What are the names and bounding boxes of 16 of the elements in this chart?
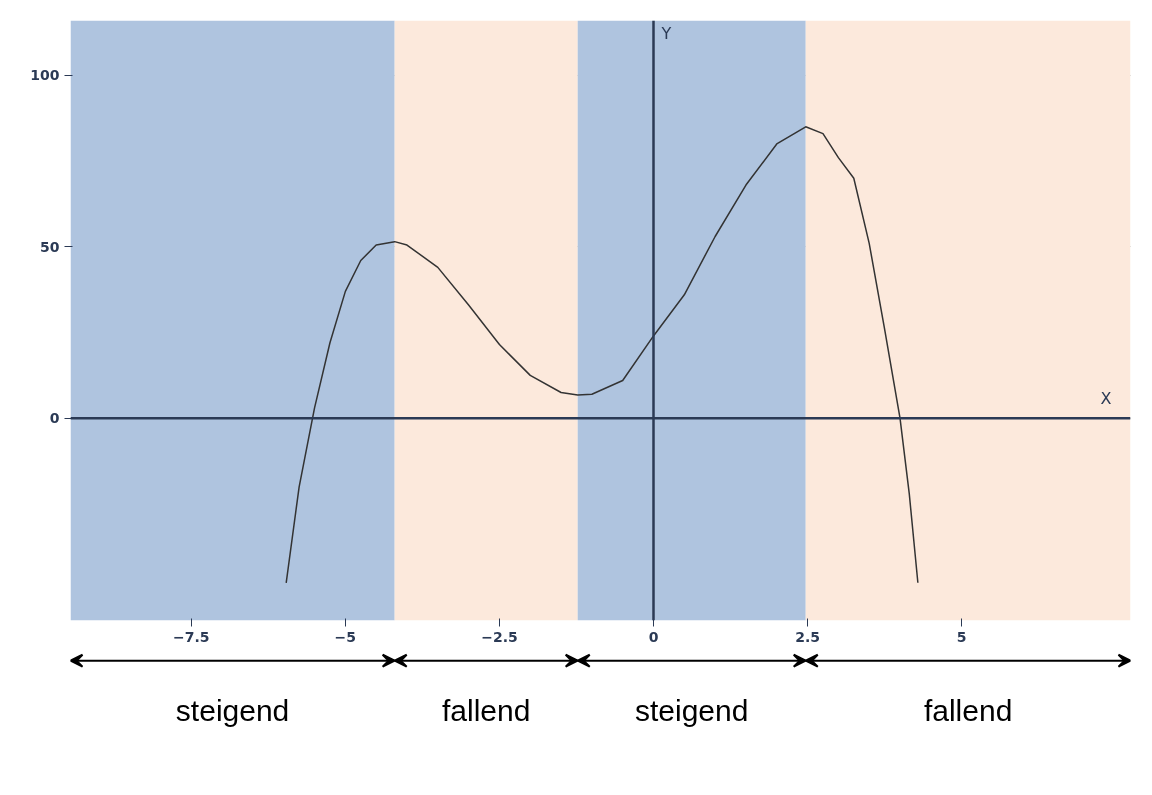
y-axis-title: Y — [660, 23, 672, 43]
x-tick-label: 0 — [648, 628, 659, 645]
x-tick-label: 2.5 — [795, 628, 820, 645]
y-tick-label: 0 — [49, 410, 60, 427]
x-tick-label: −2.5 — [481, 628, 518, 645]
x-tick-label: −5 — [334, 628, 357, 645]
y-tick-label: 50 — [40, 238, 60, 255]
line-series — [285, 126, 919, 584]
band-label: steigend — [635, 694, 749, 727]
x-axis-title: X — [1100, 389, 1112, 409]
band-label: steigend — [175, 694, 290, 727]
y-tick-label: 100 — [30, 67, 60, 84]
band-label: fallend — [923, 694, 1013, 727]
band-label: fallend — [441, 694, 531, 727]
x-tick-label: 5 — [956, 628, 967, 645]
x-tick-label: −7.5 — [173, 628, 210, 645]
